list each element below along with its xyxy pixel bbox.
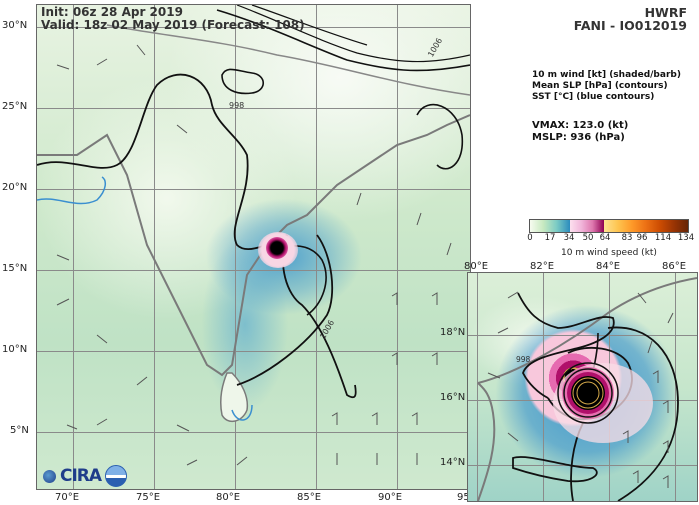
storm-title: FANI - IO012019	[573, 18, 687, 33]
lon-label: 85°E	[297, 492, 322, 503]
cyclone-eye	[266, 237, 288, 259]
gridline-20n	[37, 189, 470, 190]
gridline-90e	[397, 5, 398, 489]
gridline-10n	[37, 351, 470, 352]
colorbar-tick: 134	[677, 233, 695, 243]
inset-lat-label: 14°N	[440, 457, 466, 468]
lat-label: 15°N	[2, 263, 28, 274]
inset-lon-label: 84°E	[596, 261, 621, 272]
gridline-30n	[37, 27, 470, 28]
colorbar-tick: 64	[599, 233, 611, 243]
vmax-value: VMAX: 123.0 (kt)	[532, 120, 629, 131]
colorbar-tick: 0	[527, 233, 533, 243]
valid-time: Valid: 18z 02 May 2019 (Forecast: 108)	[41, 18, 305, 32]
inset-lat-label: 16°N	[440, 392, 466, 403]
colorbar-segment-storm	[569, 220, 605, 232]
gridline-75e	[154, 5, 155, 489]
colorbar-tick: 34	[563, 233, 575, 243]
inset-lon-label: 86°E	[662, 261, 687, 272]
inset-gridline-14n	[468, 465, 697, 466]
wind-colorbar	[529, 219, 689, 233]
gridline-15n	[37, 270, 470, 271]
gridline-85e	[316, 5, 317, 489]
map-contours	[37, 5, 470, 466]
inset-lat-label: 18°N	[440, 327, 466, 338]
lon-label: 95	[457, 492, 470, 503]
inset-gridline-80e	[477, 273, 478, 501]
gridline-25n	[37, 108, 470, 109]
colorbar-label: 10 m wind speed (kt)	[561, 248, 657, 258]
mslp-value: MSLP: 936 (hPa)	[532, 132, 625, 143]
globe-icon	[43, 469, 56, 483]
colorbar-tick: 96	[636, 233, 648, 243]
inset-gridline-82e	[543, 273, 544, 501]
gridline-70e	[73, 5, 74, 489]
lon-label: 80°E	[216, 492, 241, 503]
colorbar-tick: 114	[654, 233, 672, 243]
model-title: HWRF	[644, 5, 687, 20]
lat-label: 20°N	[2, 182, 28, 193]
lon-label: 90°E	[378, 492, 403, 503]
gridline-5n	[37, 432, 470, 433]
inset-lon-label: 80°E	[464, 261, 489, 272]
colorbar-segment-hurricane	[604, 220, 688, 232]
lat-label: 5°N	[10, 425, 29, 436]
colorbar-segment-tropical	[530, 220, 570, 232]
inset-contours	[477, 277, 697, 501]
colorbar-tick: 50	[582, 233, 594, 243]
main-map[interactable]: Init: 06z 28 Apr 2019 Valid: 18z 02 May …	[36, 4, 471, 490]
legend-sst: SST [°C] (blue contours)	[532, 92, 655, 102]
inset-lon-label: 82°E	[530, 261, 555, 272]
contour-label: 998	[229, 101, 245, 110]
lon-label: 75°E	[136, 492, 161, 503]
inset-gridline-86e	[675, 273, 676, 501]
cira-logo: CIRA	[43, 465, 128, 487]
contour-label: 998	[516, 355, 531, 364]
legend-wind: 10 m wind [kt] (shaded/barb)	[532, 70, 681, 80]
legend-slp: Mean SLP [hPa] (contours)	[532, 81, 668, 91]
lat-label: 30°N	[2, 20, 28, 31]
noaa-logo-icon	[105, 465, 128, 487]
gridline-80e	[235, 5, 236, 489]
colorbar-tick: 83	[621, 233, 633, 243]
colorbar-tick: 17	[544, 233, 556, 243]
lon-label: 70°E	[55, 492, 80, 503]
init-time: Init: 06z 28 Apr 2019	[41, 5, 183, 19]
lat-label: 10°N	[2, 344, 28, 355]
inset-map[interactable]: 998	[467, 272, 698, 502]
inset-gridline-18n	[468, 335, 697, 336]
lat-label: 25°N	[2, 101, 28, 112]
